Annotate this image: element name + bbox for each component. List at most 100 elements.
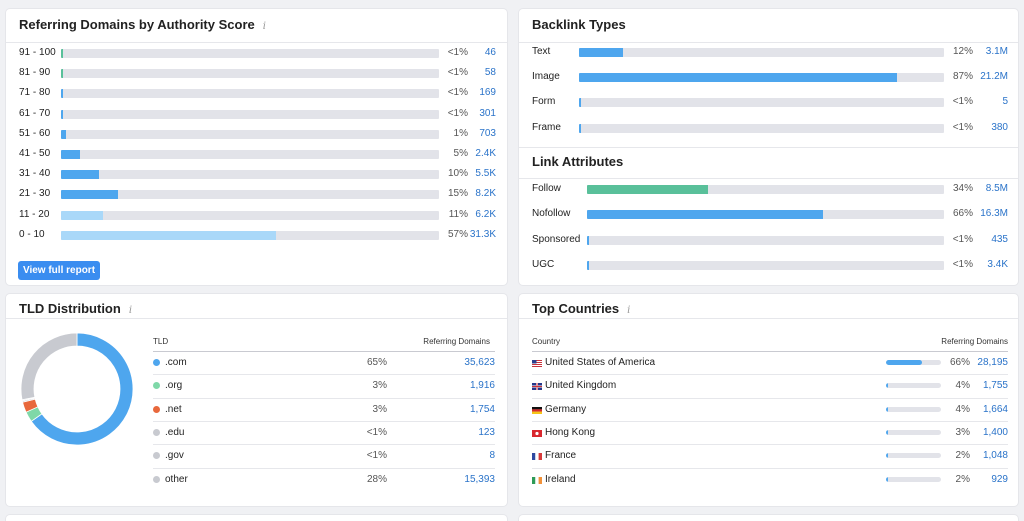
backlink-types-title: Backlink Types bbox=[532, 17, 626, 32]
bar-fill bbox=[61, 210, 103, 220]
tld-domains-link[interactable]: 123 bbox=[478, 426, 495, 438]
bar-fill bbox=[587, 235, 589, 245]
row-value-link[interactable]: 169 bbox=[479, 87, 496, 99]
row-value-link[interactable]: 46 bbox=[484, 47, 496, 58]
bar-fill bbox=[61, 69, 63, 79]
row-value-link[interactable]: 435 bbox=[991, 233, 1008, 245]
row-label: Nofollow bbox=[532, 208, 571, 220]
row-percent: <1% bbox=[952, 121, 973, 133]
row-value-link[interactable]: 3.4K bbox=[987, 258, 1008, 270]
row-percent: <1% bbox=[447, 107, 468, 119]
country-bar-track bbox=[886, 429, 941, 435]
country-domains-link[interactable]: 28,195 bbox=[977, 357, 1008, 368]
tld-domains-link[interactable]: 35,623 bbox=[464, 357, 495, 368]
row-value-link[interactable]: 8.2K bbox=[475, 188, 496, 200]
bar-fill bbox=[61, 49, 63, 58]
tld-column-header: TLD bbox=[153, 337, 169, 346]
tld-percent: 3% bbox=[372, 380, 387, 392]
bar-fill bbox=[61, 89, 63, 99]
bar-fill bbox=[587, 185, 709, 194]
country-bar-track bbox=[886, 406, 941, 412]
row-percent: <1% bbox=[447, 87, 468, 99]
row-percent: 1% bbox=[453, 127, 468, 139]
country-domains-link[interactable]: 1,048 bbox=[982, 450, 1008, 462]
row-value-link[interactable]: 16.3M bbox=[980, 208, 1008, 220]
tld-color-dot bbox=[153, 428, 160, 436]
bar-track bbox=[61, 69, 439, 79]
bar-row: 0 - 10 57% 31.3K bbox=[6, 227, 507, 243]
country-percent: 4% bbox=[955, 403, 970, 415]
referring-domains-column-header[interactable]: Referring Domains bbox=[941, 337, 1008, 346]
tld-percent: 28% bbox=[366, 473, 387, 485]
next-card bbox=[519, 515, 1018, 521]
row-percent: <1% bbox=[952, 233, 973, 245]
bar-row: 91 - 100 <1% 46 bbox=[6, 45, 507, 61]
bar-row: Frame <1% 380 bbox=[519, 120, 1018, 136]
country-domains-link[interactable]: 1,400 bbox=[982, 426, 1008, 438]
country-bar-fill bbox=[886, 383, 889, 389]
bar-fill bbox=[61, 230, 277, 240]
view-full-report-button[interactable]: View full report bbox=[18, 261, 100, 280]
row-label: 91 - 100 bbox=[19, 47, 56, 58]
row-value-link[interactable]: 8.5M bbox=[985, 183, 1008, 194]
row-label: Form bbox=[532, 96, 556, 108]
row-label: 0 - 10 bbox=[19, 228, 45, 240]
country-table-row: France 2% 1,048 bbox=[532, 444, 1008, 467]
row-percent: 5% bbox=[453, 148, 468, 159]
tld-domains-link[interactable]: 15,393 bbox=[464, 473, 495, 485]
row-percent: <1% bbox=[952, 96, 973, 108]
country-domains-link[interactable]: 929 bbox=[991, 473, 1008, 485]
bar-row: 61 - 70 <1% 301 bbox=[6, 106, 507, 122]
bar-track bbox=[61, 170, 439, 180]
bar-track bbox=[587, 260, 944, 270]
info-icon[interactable]: i bbox=[627, 305, 631, 316]
bar-track bbox=[61, 89, 439, 99]
bar-row: Sponsored <1% 435 bbox=[519, 232, 1018, 248]
country-name: United Kingdom bbox=[545, 380, 617, 392]
country-domains-link[interactable]: 1,755 bbox=[982, 380, 1008, 392]
row-value-link[interactable]: 5.5K bbox=[475, 168, 496, 180]
bar-fill bbox=[579, 123, 581, 133]
row-value-link[interactable]: 703 bbox=[479, 127, 496, 139]
row-value-link[interactable]: 58 bbox=[484, 67, 496, 79]
row-value-link[interactable]: 21.2M bbox=[980, 71, 1008, 83]
donut-slice-other[interactable] bbox=[20, 332, 78, 401]
row-label: 81 - 90 bbox=[19, 67, 51, 79]
tld-color-dot bbox=[153, 475, 160, 483]
bar-track bbox=[61, 150, 439, 159]
france-flag-icon bbox=[532, 452, 542, 461]
tld-table-row: other 28% 15,393 bbox=[153, 467, 495, 491]
info-icon[interactable]: i bbox=[128, 305, 133, 316]
country-table-row: Ireland 2% 929 bbox=[532, 467, 1008, 491]
tld-domains-link[interactable]: 1,754 bbox=[469, 403, 495, 415]
country-percent: 4% bbox=[955, 380, 970, 392]
bar-row: 41 - 50 5% 2.4K bbox=[6, 146, 507, 162]
tld-label: .net bbox=[165, 403, 182, 415]
country-percent: 66% bbox=[949, 357, 970, 368]
bar-track bbox=[587, 210, 944, 220]
tld-label: other bbox=[165, 473, 188, 485]
row-value-link[interactable]: 380 bbox=[991, 121, 1008, 133]
row-value-link[interactable]: 2.4K bbox=[475, 148, 496, 159]
bar-fill bbox=[61, 190, 118, 200]
country-bar-fill bbox=[886, 453, 888, 459]
tld-domains-link[interactable]: 1,916 bbox=[469, 380, 495, 392]
tld-domains-link[interactable]: 8 bbox=[489, 450, 495, 462]
country-domains-link[interactable]: 1,664 bbox=[982, 403, 1008, 415]
row-value-link[interactable]: 31.3K bbox=[469, 228, 496, 240]
bar-track bbox=[587, 185, 944, 194]
row-percent: <1% bbox=[447, 67, 468, 79]
bar-fill bbox=[579, 48, 623, 57]
row-value-link[interactable]: 5 bbox=[1002, 96, 1008, 108]
bar-row: 81 - 90 <1% 58 bbox=[6, 65, 507, 81]
row-label: 51 - 60 bbox=[19, 127, 51, 139]
row-label: 31 - 40 bbox=[19, 168, 51, 180]
row-value-link[interactable]: 6.2K bbox=[475, 208, 496, 220]
row-label: Frame bbox=[532, 121, 561, 133]
info-icon[interactable]: i bbox=[262, 21, 266, 32]
referring-domains-column-header[interactable]: Referring Domains bbox=[423, 337, 490, 346]
row-percent: 87% bbox=[952, 71, 973, 83]
bar-row: Image 87% 21.2M bbox=[519, 69, 1018, 85]
row-value-link[interactable]: 301 bbox=[479, 107, 496, 119]
row-value-link[interactable]: 3.1M bbox=[985, 46, 1008, 57]
